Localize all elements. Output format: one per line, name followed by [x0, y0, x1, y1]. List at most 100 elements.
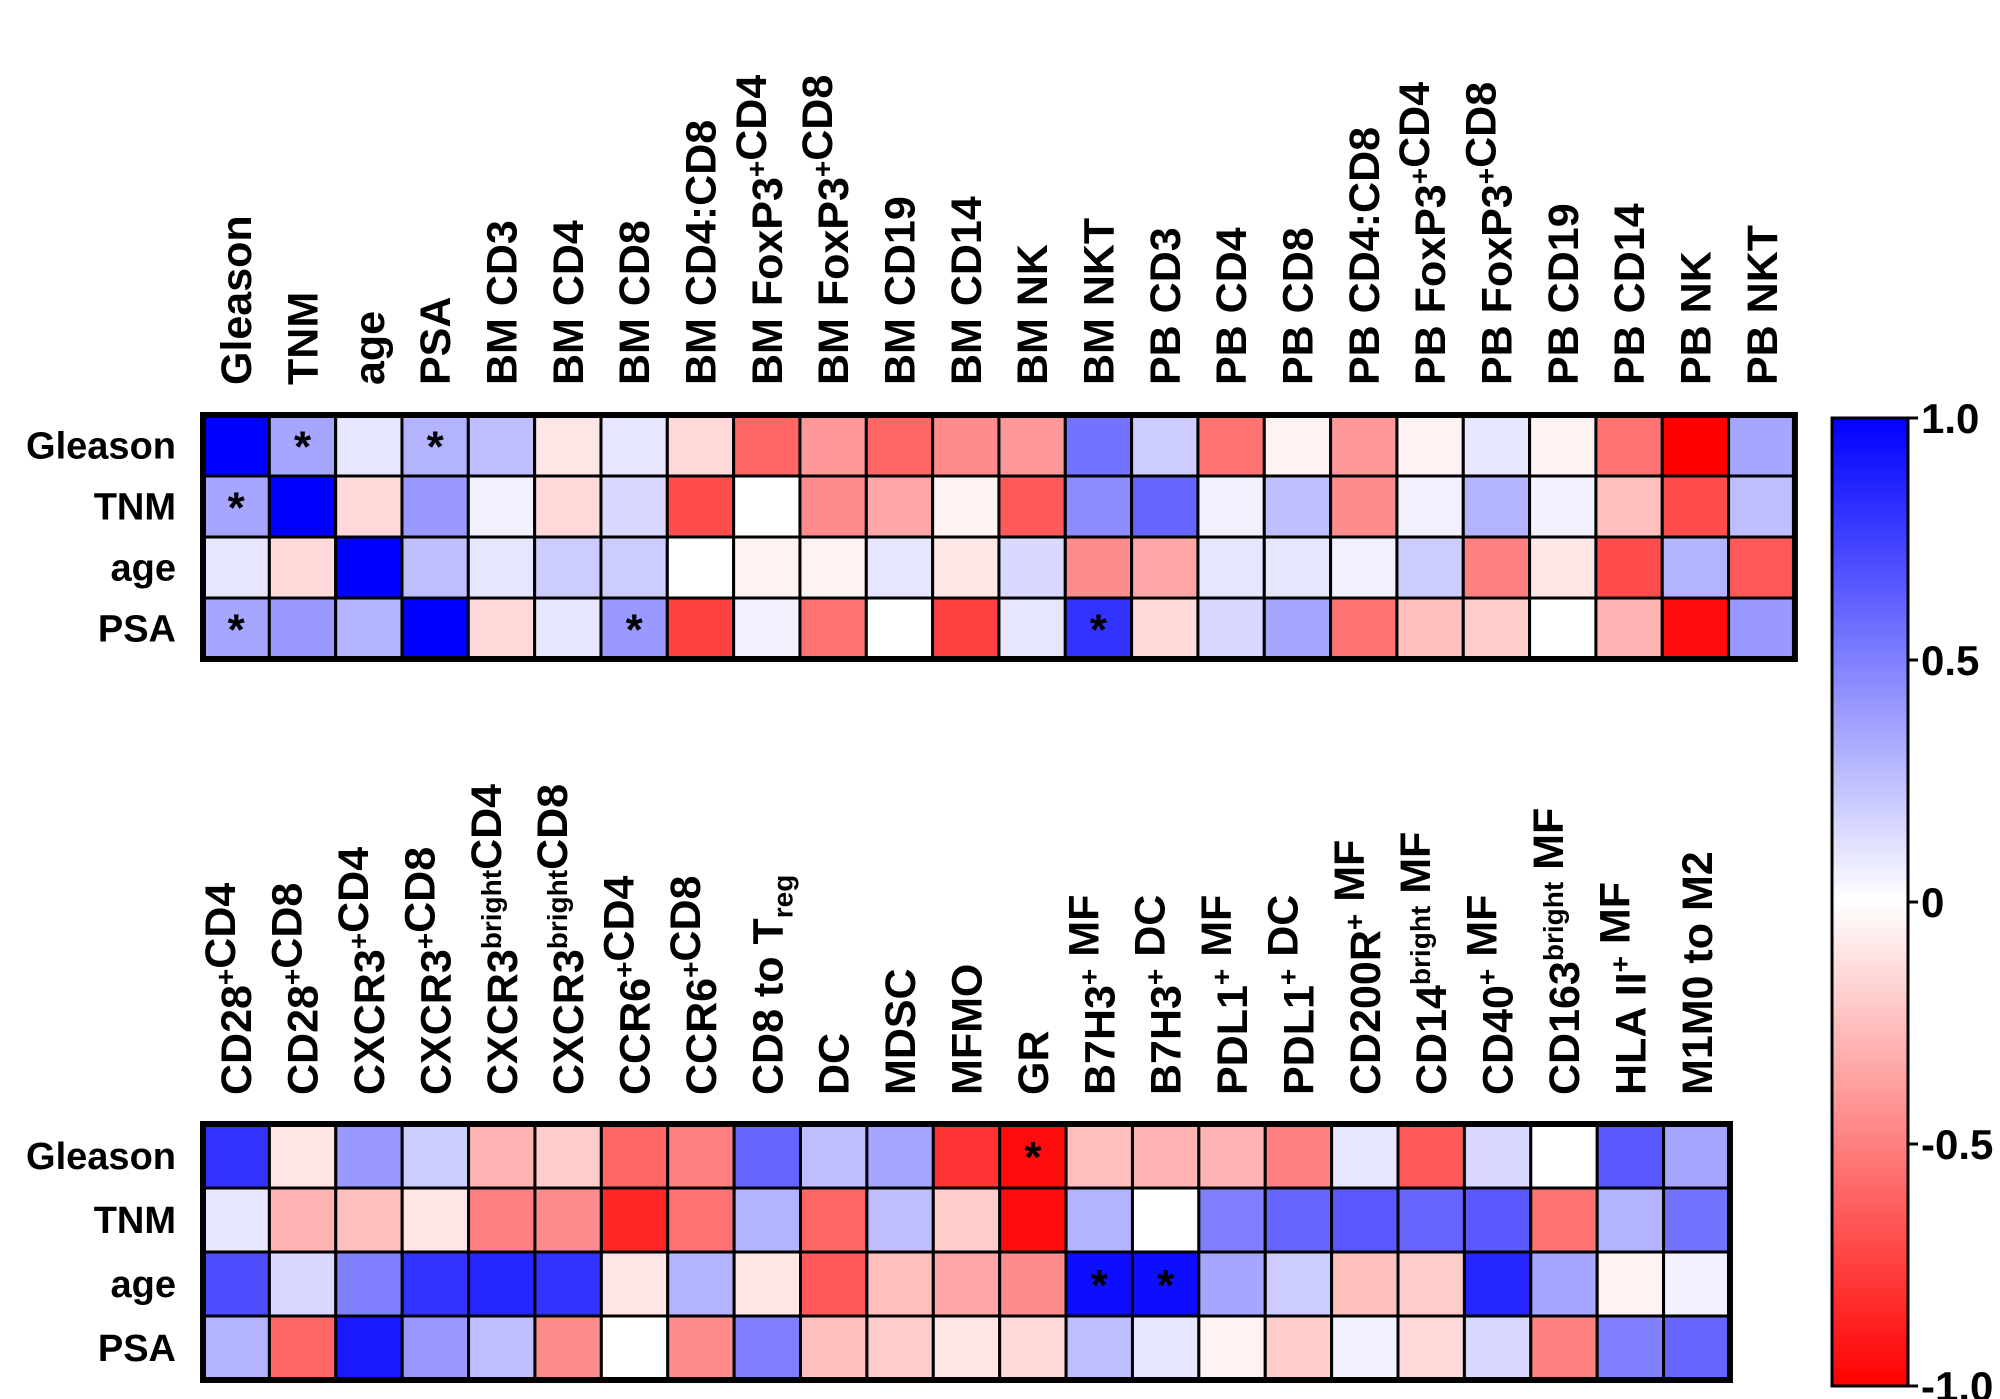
column-label-bm-cd14: BM CD14	[943, 196, 991, 385]
heatmap-top-cell-tnm-bm-nk	[997, 474, 1067, 539]
heatmap-top-cell-age-bm-cd8	[599, 535, 669, 600]
heatmap-top-cell-gleason-pb-foxp3-poscd4	[1395, 413, 1465, 478]
significance-mark: *	[1090, 606, 1108, 655]
heatmap-bottom-cell-tnm-cxcr3brightcd8	[533, 1186, 603, 1254]
column-label-bm-nkt: BM NKT	[1075, 218, 1123, 385]
heatmap-top-cell-tnm-bm-foxp3-poscd4	[732, 474, 802, 539]
heatmap-top-cell-tnm-pb-cd3	[1130, 474, 1200, 539]
row-label-tnm: TNM	[94, 1200, 176, 1242]
heatmap-bottom-cell-psa-pdl1-pos-dc	[1263, 1314, 1334, 1382]
column-label-pb-cd4-cd8: PB CD4:CD8	[1341, 127, 1389, 385]
column-label-b7h3-pos-mf: B7H3+ MF	[1060, 895, 1124, 1095]
heatmap-top-cell-tnm-pb-cd8	[1262, 474, 1333, 539]
heatmap-top-cell-tnm-bm-nkt	[1063, 474, 1134, 539]
heatmap-bottom-cell-age-cxcr3brightcd4	[467, 1250, 537, 1318]
column-label-cxcr3brightcd8: CXCR3brightCD8	[529, 784, 593, 1095]
heatmap-bottom-cell-gleason-ccr6-poscd4	[599, 1122, 670, 1190]
column-label-pb-foxp3-poscd4: PB FoxP3+CD4	[1391, 82, 1455, 385]
heatmap-bottom-cell-gleason-dc	[799, 1122, 869, 1190]
heatmap-top-cell-gleason-pb-nkt	[1727, 413, 1797, 478]
column-label-bm-cd4: BM CD4	[545, 220, 593, 385]
heatmap-bottom-cell-tnm-cxcr3-poscd8	[400, 1186, 471, 1254]
heatmap-top-cell-tnm-bm-foxp3-poscd8	[798, 474, 868, 539]
heatmap-bottom-cell-tnm-ccr6-poscd4	[599, 1186, 670, 1254]
heatmap-bottom-cell-gleason-cxcr3brightcd8	[533, 1122, 603, 1190]
heatmap-bottom-cell-tnm-b7h3-pos-dc	[1130, 1186, 1201, 1254]
heatmap-top-cell-tnm-bm-cd19	[864, 474, 935, 539]
heatmap-top-cell-psa-pb-cd8	[1262, 596, 1333, 661]
column-label-pb-foxp3-poscd8: PB FoxP3+CD8	[1457, 82, 1521, 385]
heatmap-top-cell-age-bm-nk	[997, 535, 1067, 600]
heatmap-top-cell-gleason-bm-nk	[997, 413, 1067, 478]
row-label-psa: PSA	[98, 609, 176, 651]
heatmap-top-cell-tnm-pb-cd19	[1528, 474, 1598, 539]
heatmap-bottom-cell-tnm-cd8-to-treg	[732, 1186, 803, 1254]
column-label-pb-nkt: PB NKT	[1739, 225, 1787, 385]
column-label-mfmo: MFMO	[943, 964, 991, 1095]
heatmap-bottom-cell-gleason-cd200r-pos-mf	[1330, 1122, 1400, 1190]
column-label-pb-cd19: PB CD19	[1540, 203, 1588, 385]
heatmap-bottom-cell-psa-cd14bright-mf	[1396, 1314, 1466, 1382]
heatmap-top-cell-tnm-age	[334, 474, 404, 539]
heatmap-bottom-cell-psa-cd28-poscd8	[267, 1314, 338, 1382]
heatmap-bottom-cell-psa-mdsc	[865, 1314, 935, 1382]
heatmap-top-cell-age-bm-foxp3-poscd4	[732, 535, 802, 600]
column-label-hla-ii-pos-mf: HLA II+ MF	[1591, 882, 1655, 1095]
heatmap-bottom-cell-psa-ccr6-poscd8	[666, 1314, 736, 1382]
column-label-pb-cd8: PB CD8	[1274, 227, 1322, 385]
heatmap-top-cell-gleason-bm-nkt	[1063, 413, 1134, 478]
heatmap-bottom-cell-psa-cd40-pos-mf	[1462, 1314, 1533, 1382]
row-label-gleason: Gleason	[26, 426, 176, 468]
heatmap-top-cell-age-psa	[400, 535, 470, 600]
heatmap-top-cell-psa-bm-cd14	[931, 596, 1001, 661]
heatmap-top-cell-age-pb-nkt	[1727, 535, 1797, 600]
heatmap-top-cell-gleason-gleason	[201, 413, 271, 478]
significance-mark: *	[228, 606, 246, 655]
heatmap-top-cell-psa-bm-cd4	[533, 596, 603, 661]
heatmap-bottom-cell-gleason-ccr6-poscd8	[666, 1122, 736, 1190]
heatmap-top-cell-psa-psa	[400, 596, 470, 661]
row-label-age: age	[111, 548, 176, 590]
heatmap-bottom-cell-gleason-m1m0-to-m2	[1662, 1122, 1732, 1190]
column-label-age: age	[346, 311, 394, 385]
heatmap-top: * * * * * * Gleason TNM age PSA Gleason TNM age PSA BM…	[26, 75, 1798, 662]
column-label-bm-cd4-cd8: BM CD4:CD8	[677, 120, 725, 385]
heatmap-top-cell-gleason-age	[334, 413, 404, 478]
heatmap-top-cell-age-tnm	[267, 535, 338, 600]
row-label-tnm: TNM	[94, 487, 176, 529]
heatmap-bottom-cell-psa-ccr6-poscd4	[599, 1314, 670, 1382]
heatmap-bottom-cell-gleason-cd8-to-treg	[732, 1122, 803, 1190]
significance-mark: *	[1024, 1133, 1042, 1182]
heatmap-top-cell-tnm-pb-cd4-cd8	[1329, 474, 1399, 539]
heatmap-top-cell-age-pb-cd4-cd8	[1329, 535, 1399, 600]
heatmap-top-cell-gleason-pb-cd4	[1196, 413, 1266, 478]
column-label-bm-cd3: BM CD3	[478, 220, 526, 385]
heatmap-bottom-cell-psa-cxcr3brightcd4	[467, 1314, 537, 1382]
column-label-cd200r-pos-mf: CD200R+ MF	[1326, 840, 1390, 1095]
heatmap-top-cell-age-pb-cd14	[1594, 535, 1664, 600]
column-label-pb-cd4: PB CD4	[1208, 227, 1256, 385]
column-label-cd28-poscd8: CD28+CD8	[264, 883, 328, 1095]
heatmap-bottom-cell-tnm-cd200r-pos-mf	[1330, 1186, 1400, 1254]
significance-mark: *	[294, 423, 312, 472]
heatmap-top-cell-gleason-bm-cd3	[466, 413, 537, 478]
heatmap-top-cell-age-pb-cd8	[1262, 535, 1333, 600]
heatmap-top-cell-tnm-bm-cd4-cd8	[665, 474, 736, 539]
heatmap-bottom-cell-gleason-cxcr3-poscd8	[400, 1122, 471, 1190]
column-label-bm-nk: BM NK	[1009, 244, 1057, 385]
heatmap-bottom-cell-gleason-cd163bright-mf	[1529, 1122, 1599, 1190]
column-label-dc: DC	[811, 1033, 859, 1095]
heatmap-bottom-cell-age-b7h3-pos-dc	[1130, 1250, 1201, 1318]
colorbar: 1.0 0.5 0 -0.5 -1.0	[1830, 395, 1993, 1399]
heatmap-bottom-cell-age-cd14bright-mf	[1396, 1250, 1466, 1318]
row-label-psa: PSA	[98, 1328, 176, 1370]
heatmap-top-cell-psa-bm-cd3	[466, 596, 537, 661]
colorbar-tick-label: 1.0	[1921, 395, 1979, 442]
heatmap-bottom-cell-age-cd28-poscd8	[267, 1250, 338, 1318]
heatmap-bottom-cell-tnm-mdsc	[865, 1186, 935, 1254]
significance-mark: *	[228, 484, 246, 533]
colorbar-gradient	[1830, 416, 1910, 1388]
column-label-m1m0-to-m2: M1M0 to M2	[1674, 851, 1722, 1095]
heatmap-bottom-cell-tnm-cd40-pos-mf	[1462, 1186, 1533, 1254]
column-label-cd163bright-mf: CD163bright MF	[1525, 808, 1589, 1095]
